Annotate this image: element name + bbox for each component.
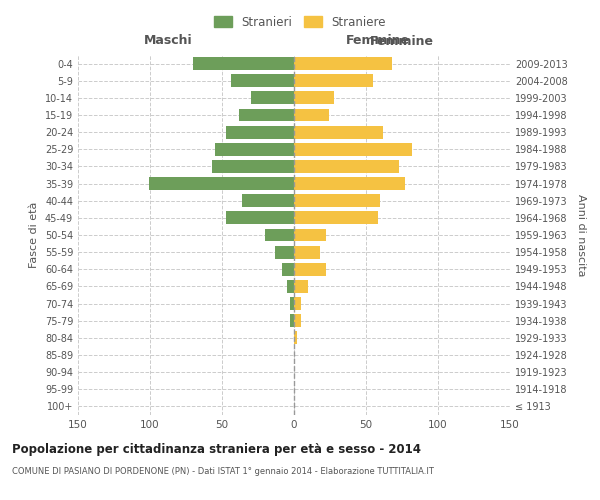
Bar: [294, 332, 297, 344]
Bar: [294, 263, 326, 276]
Bar: [230, 74, 294, 87]
Bar: [251, 92, 294, 104]
Text: Femmine: Femmine: [370, 35, 434, 48]
Bar: [265, 228, 294, 241]
Bar: [290, 314, 294, 327]
Bar: [287, 280, 294, 293]
Bar: [294, 194, 380, 207]
Bar: [226, 212, 294, 224]
Bar: [294, 212, 377, 224]
Bar: [294, 177, 405, 190]
Bar: [294, 92, 334, 104]
Bar: [294, 126, 383, 138]
Bar: [290, 297, 294, 310]
Text: Popolazione per cittadinanza straniera per età e sesso - 2014: Popolazione per cittadinanza straniera p…: [12, 442, 421, 456]
Text: Femmine: Femmine: [346, 34, 410, 48]
Bar: [294, 143, 412, 156]
Bar: [275, 246, 294, 258]
Bar: [283, 263, 294, 276]
Bar: [215, 143, 294, 156]
Bar: [294, 108, 329, 122]
Bar: [212, 160, 294, 173]
Bar: [294, 297, 301, 310]
Legend: Stranieri, Straniere: Stranieri, Straniere: [209, 11, 391, 34]
Bar: [239, 108, 294, 122]
Bar: [226, 126, 294, 138]
Bar: [193, 57, 294, 70]
Text: Maschi: Maschi: [143, 34, 193, 48]
Text: COMUNE DI PASIANO DI PORDENONE (PN) - Dati ISTAT 1° gennaio 2014 - Elaborazione : COMUNE DI PASIANO DI PORDENONE (PN) - Da…: [12, 468, 434, 476]
Bar: [294, 74, 373, 87]
Bar: [242, 194, 294, 207]
Bar: [294, 246, 320, 258]
Bar: [294, 57, 392, 70]
Y-axis label: Fasce di età: Fasce di età: [29, 202, 39, 268]
Bar: [294, 160, 399, 173]
Bar: [294, 314, 301, 327]
Bar: [294, 228, 326, 241]
Bar: [149, 177, 294, 190]
Y-axis label: Anni di nascita: Anni di nascita: [576, 194, 586, 276]
Bar: [294, 280, 308, 293]
